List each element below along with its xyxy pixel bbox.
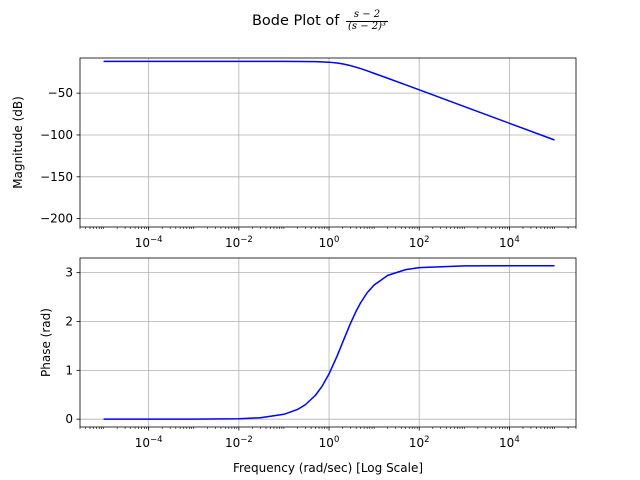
phase-series-line (103, 264, 555, 420)
phase-ytick-label: 1 (65, 363, 73, 377)
phase-plot-area (80, 258, 576, 427)
phase-axes: 10−4 10−2 100 102 104 0 1 2 3 Phase (rad) Frequenc… (39, 257, 577, 475)
phase-ylabel: Phase (rad) (39, 308, 53, 377)
magnitude-ytick-label: −150 (40, 170, 73, 184)
fraction-denominator: (s − 2)³ (348, 20, 387, 32)
phase-ytick-label: 2 (65, 314, 73, 328)
magnitude-xtick-label: 100 (319, 235, 340, 250)
phase-xlabel: Frequency (rad/sec) [Log Scale] (233, 461, 423, 475)
magnitude-ylabel: Magnitude (dB) (11, 96, 25, 189)
chart-title-prefix: Bode Plot of (251, 13, 340, 29)
phase-axes-frame (79, 257, 577, 428)
transfer-function-fraction: s − 2 (s − 2)³ (346, 9, 389, 32)
magnitude-ytick-label: −100 (40, 128, 73, 142)
phase-xtick-label: 104 (499, 435, 520, 450)
fraction-numerator: s − 2 (346, 9, 389, 22)
chart-title: Bode Plot of s − 2 (s − 2)³ (0, 9, 640, 32)
phase-ytick-label: 3 (65, 266, 73, 280)
magnitude-xtick-label: 10−2 (225, 235, 253, 250)
phase-xtick-label: 100 (319, 435, 340, 450)
phase-ytick-label: 0 (65, 412, 73, 426)
magnitude-ytick-label: −200 (40, 212, 73, 226)
magnitude-xtick-label: 10−4 (135, 235, 163, 250)
phase-xtick-label: 10−4 (135, 435, 163, 450)
magnitude-xtick-label: 104 (499, 235, 520, 250)
magnitude-axes: 10−4 10−2 100 102 104 −50 −100 −150 −200 Magnitud… (11, 57, 577, 250)
magnitude-plot-area (80, 58, 576, 227)
magnitude-axes-frame (79, 57, 577, 228)
magnitude-ytick-label: −50 (48, 86, 73, 100)
magnitude-series-line (103, 60, 555, 141)
phase-xtick-label: 10−2 (225, 435, 253, 450)
magnitude-xtick-label: 102 (409, 235, 430, 250)
phase-xtick-label: 102 (409, 435, 430, 450)
